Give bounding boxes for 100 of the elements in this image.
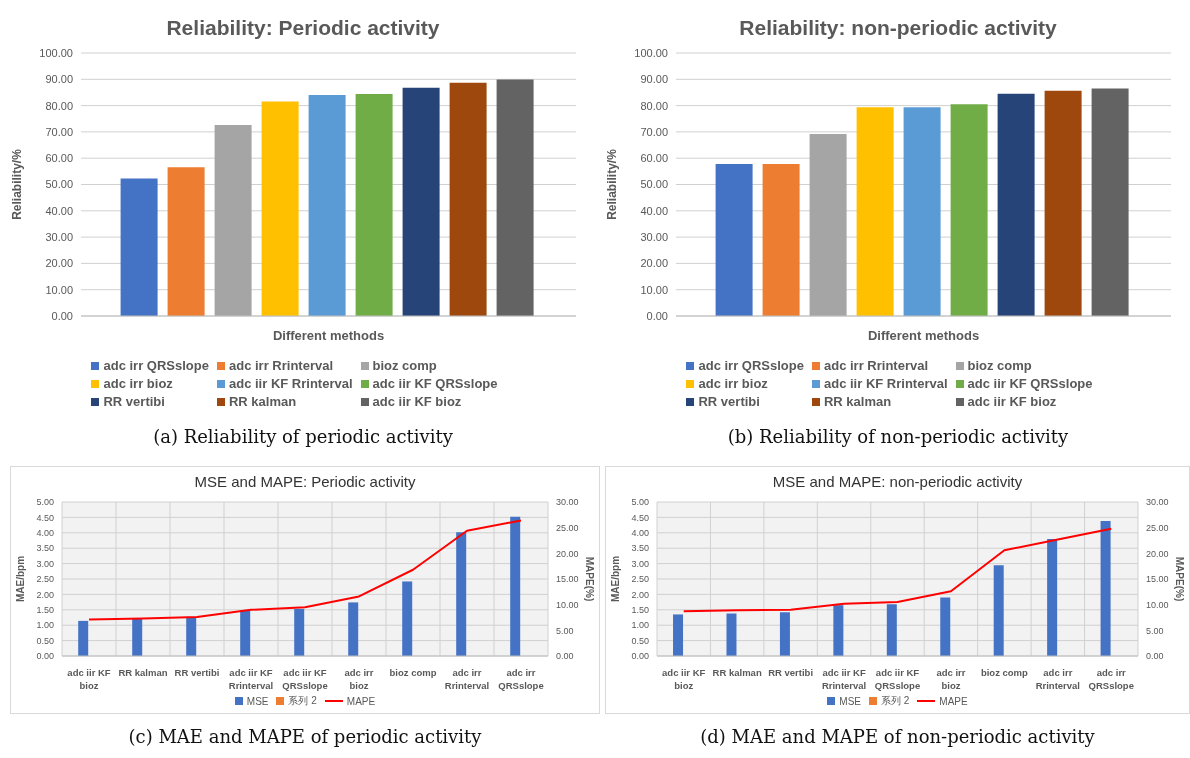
y-tick-label: 0.00 [631,651,649,662]
y-tick-label: 80.00 [45,99,73,112]
y-tick-label: 0.00 [51,309,73,322]
y-axis-title: Reliability/% [605,148,620,220]
bar [762,163,800,316]
bar [449,82,487,316]
bar [402,581,413,656]
legend-label: adc iir KF Rrinterval [228,376,353,391]
x-tick-label: RR kalman [118,667,168,678]
y-tick-label: 60.00 [640,152,668,165]
y-tick-label: 3.50 [36,543,54,554]
y-tick-label: 90.00 [45,73,73,86]
y-axis-title: MAE/bpm [14,555,26,603]
y-tick-label: 0.00 [646,309,668,322]
y-tick-label: 0.00 [36,651,54,662]
bar [809,134,847,316]
y2-tick-label: 25.00 [1146,522,1169,533]
x-tick-label: RR vertibi [174,667,220,678]
bar [779,612,790,656]
y-tick-label: 3.50 [631,543,649,554]
bar [993,565,1004,656]
legend-label: MAPE [939,695,968,707]
y-tick-label: 5.00 [36,497,54,508]
y-axis-title: MAE/bpm [609,555,621,603]
bar [214,125,252,316]
legend-label: 系列 2 [288,694,317,708]
y2-tick-label: 0.00 [556,651,574,662]
y2-tick-label: 25.00 [556,522,579,533]
x-tick-label: adc irr Rrinterval [1035,667,1081,691]
x-tick-label: adc iir KF QRSslope [282,667,328,691]
y2-tick-label: 10.00 [556,599,579,610]
bar [950,104,988,316]
y-tick-label: 4.00 [36,527,54,538]
x-tick-label: adc iir KF Rrinterval [228,667,274,691]
bar [997,93,1035,316]
line-series [88,519,522,621]
y-tick-label: 5.00 [631,497,649,508]
line-series [682,527,1113,613]
x-tick-label: adc irr bioz [344,667,374,691]
y-tick-label: 100.00 [634,46,668,59]
bar [186,616,197,656]
bar [456,532,467,656]
bar [673,614,684,656]
text: (c) MAE and MAPE of periodic activity [127,726,483,747]
bar [1091,88,1129,316]
legend-label: bioz comp [372,358,437,373]
legend-label: bioz comp [967,358,1032,373]
y-tick-label: 30.00 [640,231,668,244]
y2-tick-label: 20.00 [556,548,579,559]
legend-label: adc irr Rrinterval [823,358,929,373]
bar [402,87,440,316]
y-tick-label: 4.00 [631,527,649,538]
bar [856,107,894,316]
legend-label: adc irr Rrinterval [228,358,334,373]
text: (d) MAE and MAPE of non-periodic activity [699,726,1096,747]
y2-tick-label: 10.00 [1146,599,1169,610]
y-tick-label: 1.50 [631,604,649,615]
bar [294,608,305,656]
y2-tick-label: 20.00 [1146,548,1169,559]
y-tick-label: 20.00 [45,257,73,270]
bar [726,613,737,656]
bar [496,79,534,316]
bar [261,101,299,316]
legend-label: adc iir KF bioz [372,394,462,409]
y2-tick-label: 15.00 [1146,574,1169,585]
legend-label: RR kalman [228,394,297,409]
y-tick-label: 3.00 [36,558,54,569]
chart-title: Reliability: non-periodic activity [738,15,1058,41]
x-tick-label: RR vertibi [768,667,814,678]
x-tick-label: bioz comp [389,667,437,678]
y-tick-label: 50.00 [640,178,668,191]
y-tick-label: 1.50 [36,604,54,615]
y-tick-label: 4.50 [36,512,54,523]
y-tick-label: 1.00 [36,620,54,631]
bar [1100,521,1111,656]
x-tick-label: adc iir KF bioz [67,667,111,691]
y-tick-label: 10.00 [640,283,668,296]
legend-label: MSE [246,695,269,707]
legend-label: RR kalman [823,394,892,409]
bar [78,620,89,656]
x-tick-label: adc iir KF bioz [662,667,706,691]
bar [308,95,346,316]
y-tick-label: 10.00 [45,283,73,296]
legend-label: RR vertibi [103,394,165,409]
x-tick-label: adc irr bioz [936,667,966,691]
bar [1047,538,1058,656]
chart-title: Reliability: Periodic activity [165,15,441,41]
y-tick-label: 70.00 [45,125,73,138]
x-axis-title: Different methods [272,328,385,343]
text: (a) Reliability of periodic activity [152,426,454,447]
bar [132,618,143,656]
legend-label: 系列 2 [880,694,910,708]
bar [940,597,951,656]
chart-title: MSE and MAPE: non-periodic activity [771,472,1024,492]
y-tick-label: 60.00 [45,152,73,165]
x-tick-label: bioz comp [980,667,1029,678]
x-tick-label: adc irr Rrinterval [444,667,490,691]
y-tick-label: 90.00 [640,73,668,86]
y-tick-label: 40.00 [45,204,73,217]
bar [833,605,844,656]
